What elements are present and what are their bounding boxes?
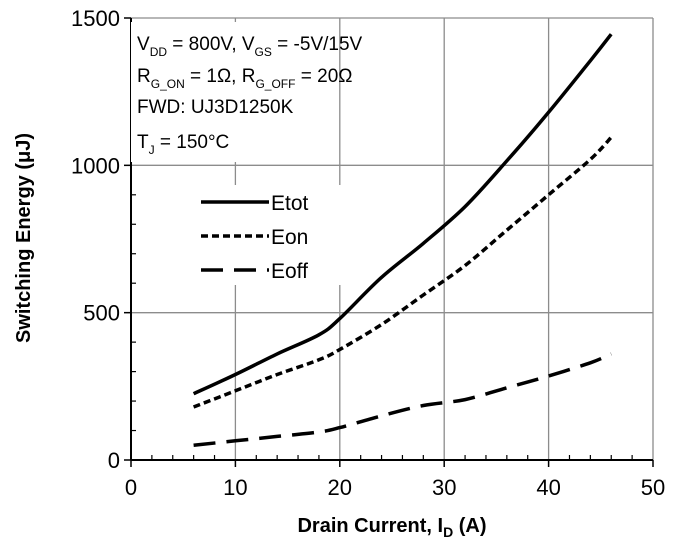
x-tick-label: 20 bbox=[328, 475, 352, 500]
grid-lines bbox=[131, 17, 654, 460]
annotation-rg: RG_ON = 1Ω, RG_OFF = 20Ω bbox=[137, 66, 352, 91]
legend: Etot Eon Eoff bbox=[190, 185, 350, 285]
y-tick-label: 1000 bbox=[71, 153, 120, 178]
y-tick-labels: 0 500 1000 1500 bbox=[71, 6, 120, 473]
annotation-fwd: FWD: UJ3D1250K bbox=[137, 97, 294, 118]
x-tick-label: 0 bbox=[125, 475, 137, 500]
y-tick-label: 1500 bbox=[71, 6, 120, 31]
legend-label-etot: Etot bbox=[271, 192, 309, 215]
y-tick-label: 500 bbox=[83, 301, 120, 326]
y-tick-label: 0 bbox=[108, 448, 120, 473]
x-tick-label: 40 bbox=[536, 475, 560, 500]
y-axis-title: Switching Energy (μJ) bbox=[13, 133, 35, 343]
x-tick-label: 50 bbox=[641, 475, 665, 500]
x-tick-label: 10 bbox=[223, 475, 247, 500]
x-axis-title: Drain Current, ID (A) bbox=[297, 515, 486, 539]
annotation-background bbox=[131, 22, 266, 162]
x-tick-label: 30 bbox=[432, 475, 456, 500]
minor-ticks bbox=[124, 17, 654, 467]
annotation-tj: TJ = 150°C bbox=[137, 132, 229, 157]
legend-label-eoff: Eoff bbox=[271, 260, 308, 283]
annotation-vdd-vgs: VDD = 800V, VGS = -5V/15V bbox=[137, 34, 363, 59]
series-line-etot bbox=[192, 33, 613, 396]
x-tick-labels: 0 10 20 30 40 50 bbox=[125, 475, 665, 500]
legend-label-eon: Eon bbox=[271, 226, 308, 249]
series-lines bbox=[192, 33, 613, 448]
series-line-eoff bbox=[193, 352, 612, 448]
series-line-eon bbox=[192, 136, 613, 409]
annotation-box: VDD = 800V, VGS = -5V/15V RG_ON = 1Ω, RG… bbox=[131, 22, 363, 162]
